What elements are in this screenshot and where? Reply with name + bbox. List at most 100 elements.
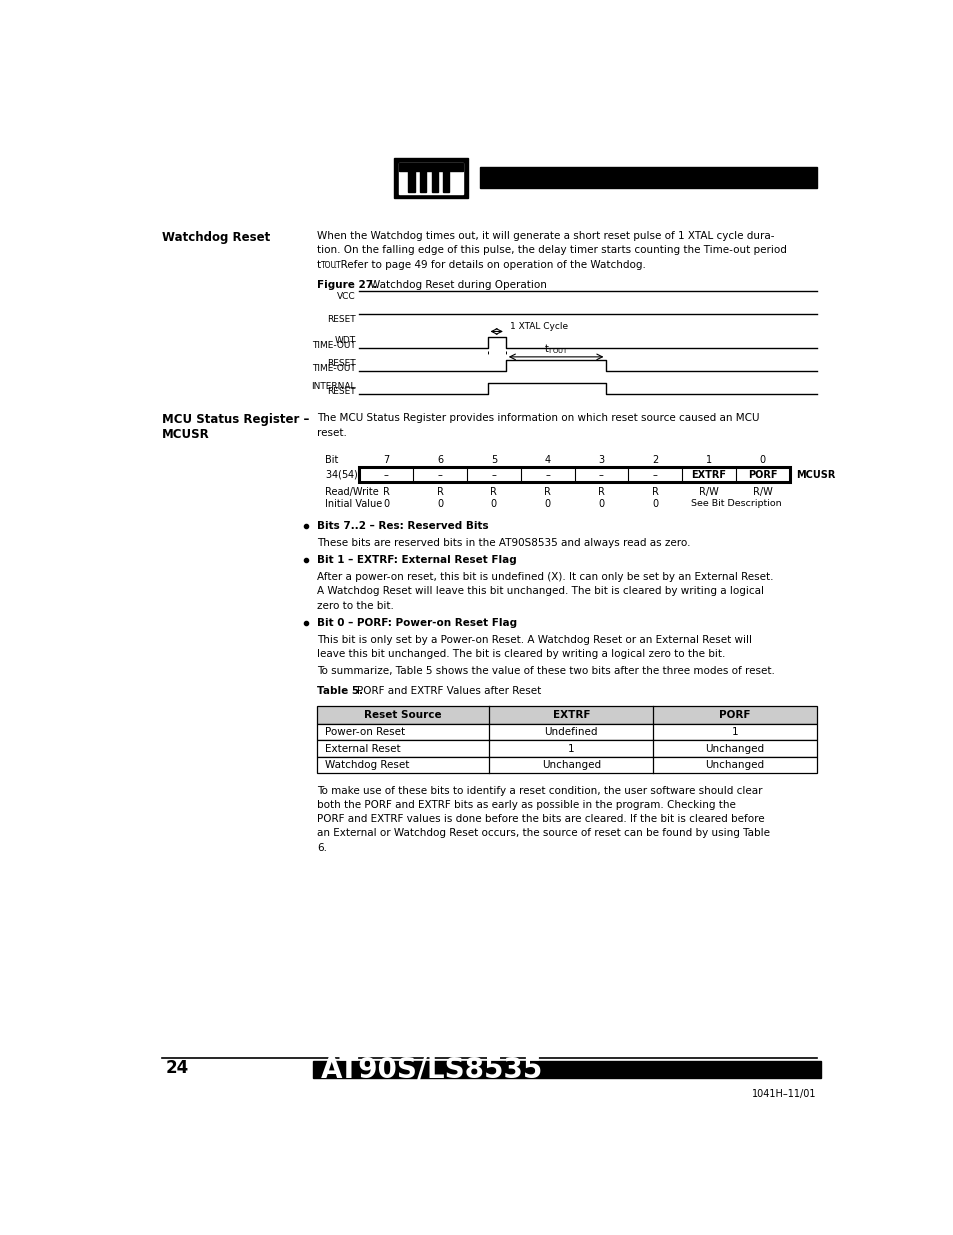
Text: TIME-OUT: TIME-OUT [312,364,355,373]
Text: Unchanged: Unchanged [704,761,763,771]
Text: 0: 0 [436,499,443,509]
Text: PORF and EXTRF values is done before the bits are cleared. If the bit is cleared: PORF and EXTRF values is done before the… [316,814,763,824]
Text: R: R [382,487,390,496]
Text: AT90S/LS8535: AT90S/LS8535 [320,1056,542,1083]
Text: t: t [316,259,320,270]
Text: 6: 6 [436,454,443,466]
Text: –: – [652,469,657,479]
Text: 0: 0 [598,499,604,509]
Text: Reset Source: Reset Source [364,710,441,720]
Text: both the PORF and EXTRF bits as early as possible in the program. Checking the: both the PORF and EXTRF bits as early as… [316,800,735,810]
Text: 1: 1 [567,743,574,753]
Bar [419,170,426,193]
Text: RESET: RESET [327,358,355,368]
Text: 3: 3 [598,454,604,466]
Text: 1 XTAL Cycle: 1 XTAL Cycle [510,321,568,331]
Bar [479,167,816,188]
Text: t$_{\rm TOUT}$: t$_{\rm TOUT}$ [543,342,568,356]
Text: INTERNAL: INTERNAL [311,382,355,390]
Text: R: R [543,487,551,496]
Text: MCU Status Register –: MCU Status Register – [162,412,309,426]
Text: $34 ($54): $34 ($54) [324,468,357,482]
Bar [394,158,468,199]
Text: 0: 0 [383,499,389,509]
Bar [431,170,437,193]
Text: PORF: PORF [719,710,750,720]
Text: –: – [437,469,442,479]
Text: Bit 1 – EXTRF: External Reset Flag: Bit 1 – EXTRF: External Reset Flag [316,556,517,566]
Text: Bit 0 – PORF: Power-on Reset Flag: Bit 0 – PORF: Power-on Reset Flag [316,618,517,627]
Text: Undefined: Undefined [544,727,598,737]
Text: –: – [598,469,603,479]
Text: Initial Value: Initial Value [324,499,381,509]
Text: MCUSR: MCUSR [162,427,210,441]
Text: reset.: reset. [316,427,346,437]
Text: –: – [491,469,496,479]
Text: This bit is only set by a Power-on Reset. A Watchdog Reset or an External Reset : This bit is only set by a Power-on Reset… [316,635,751,645]
Text: PORF: PORF [747,469,777,479]
Text: R/W: R/W [752,487,772,496]
Text: an External or Watchdog Reset occurs, the source of reset can be found by using : an External or Watchdog Reset occurs, th… [316,829,769,839]
Bar [408,170,415,193]
Text: Unchanged: Unchanged [541,761,600,771]
Text: 0: 0 [759,454,765,466]
Text: tion. On the falling edge of this pulse, the delay timer starts counting the Tim: tion. On the falling edge of this pulse,… [316,246,786,256]
Text: Table 5.: Table 5. [316,685,363,695]
Text: External Reset: External Reset [324,743,400,753]
Text: 6.: 6. [316,842,327,852]
Text: TIME-OUT: TIME-OUT [312,341,355,350]
Text: R: R [490,487,497,496]
Text: Bits 7..2 – Res: Reserved Bits: Bits 7..2 – Res: Reserved Bits [316,521,488,531]
Text: 4: 4 [544,454,550,466]
Text: Power-on Reset: Power-on Reset [324,727,404,737]
Text: When the Watchdog times out, it will generate a short reset pulse of 1 XTAL cycl: When the Watchdog times out, it will gen… [316,231,774,241]
Bar [316,705,816,724]
Text: After a power-on reset, this bit is undefined (X). It can only be set by an Exte: After a power-on reset, this bit is unde… [316,572,773,582]
Text: RESET: RESET [327,388,355,396]
Text: R: R [598,487,604,496]
Text: The MCU Status Register provides information on which reset source caused an MCU: The MCU Status Register provides informa… [316,412,759,424]
Text: VCC: VCC [336,291,355,300]
Bar [316,740,816,757]
Text: RESET: RESET [327,315,355,324]
Text: 5: 5 [490,454,497,466]
Bar [313,1061,820,1078]
Text: MCUSR: MCUSR [795,469,834,479]
Text: To summarize, Table 5 shows the value of these two bits after the three modes of: To summarize, Table 5 shows the value of… [316,667,774,677]
Text: 1: 1 [705,454,711,466]
Text: 0: 0 [491,499,497,509]
Text: 2: 2 [652,454,658,466]
Bar [398,163,463,194]
Text: . Refer to page 49 for details on operation of the Watchdog.: . Refer to page 49 for details on operat… [334,259,645,270]
Text: EXTRF: EXTRF [552,710,590,720]
Text: 0: 0 [544,499,550,509]
Text: These bits are reserved bits in the AT90S8535 and always read as zero.: These bits are reserved bits in the AT90… [316,537,690,548]
Text: 24: 24 [166,1060,189,1077]
Text: PORF and EXTRF Values after Reset: PORF and EXTRF Values after Reset [356,685,541,695]
Text: –: – [545,469,550,479]
Text: TOUT: TOUT [321,262,341,270]
Bar [398,163,463,170]
Bar [359,467,789,483]
Text: –: – [383,469,389,479]
Text: leave this bit unchanged. The bit is cleared by writing a logical zero to the bi: leave this bit unchanged. The bit is cle… [316,650,724,659]
Text: Figure 27.: Figure 27. [316,280,376,290]
Text: R: R [436,487,443,496]
Text: A Watchdog Reset will leave this bit unchanged. The bit is cleared by writing a : A Watchdog Reset will leave this bit unc… [316,587,763,597]
Text: 1041H–11/01: 1041H–11/01 [752,1089,816,1099]
Text: 7: 7 [383,454,389,466]
Text: zero to the bit.: zero to the bit. [316,600,394,610]
Text: See Bit Description: See Bit Description [690,499,781,509]
Text: Unchanged: Unchanged [704,743,763,753]
Bar [316,757,816,773]
Text: EXTRF: EXTRF [691,469,726,479]
Text: 1: 1 [731,727,738,737]
Text: To make use of these bits to identify a reset condition, the user software shoul: To make use of these bits to identify a … [316,785,761,795]
Text: Watchdog Reset during Operation: Watchdog Reset during Operation [369,280,546,290]
Text: Bit: Bit [324,454,337,466]
Text: 0: 0 [652,499,658,509]
Text: Read/Write: Read/Write [324,487,378,496]
Text: Watchdog Reset: Watchdog Reset [162,231,270,243]
Bar [443,170,449,193]
Text: R/W: R/W [699,487,719,496]
